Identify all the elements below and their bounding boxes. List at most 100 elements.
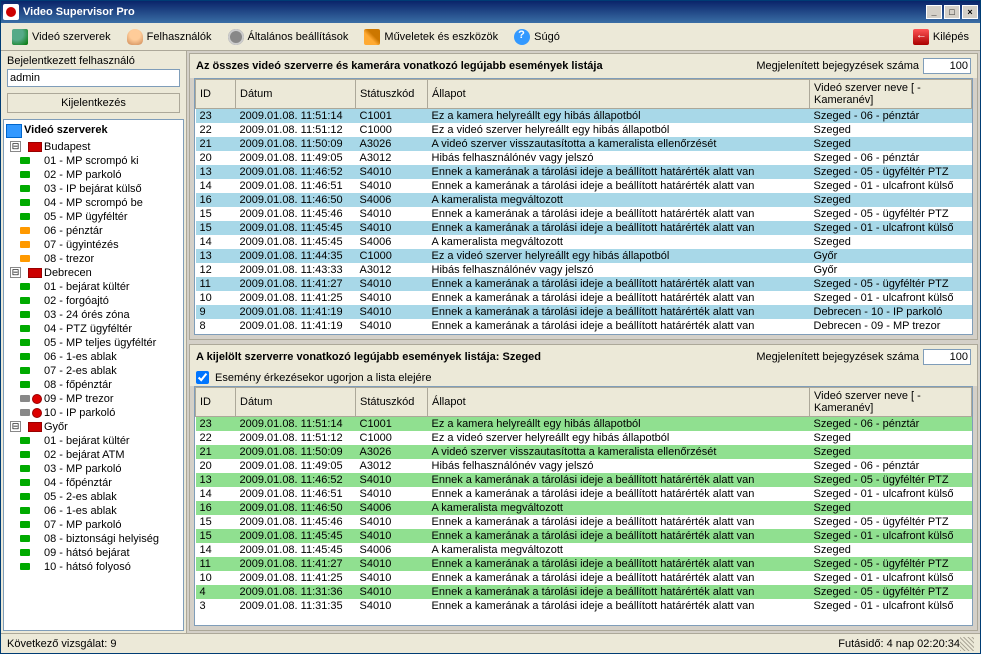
table-row[interactable]: 32009.01.08. 11:31:35S4010Ennek a kamerá… xyxy=(196,599,972,613)
cell: Ennek a kamerának a tárolási ideje a beá… xyxy=(428,319,810,333)
tree-camera[interactable]: 10 - IP parkoló xyxy=(8,406,183,420)
col-id[interactable]: ID xyxy=(196,80,236,109)
table-row[interactable]: 232009.01.08. 11:51:14C1001Ez a kamera h… xyxy=(196,109,972,124)
cell: 2009.01.08. 11:50:09 xyxy=(236,137,356,151)
table-row[interactable]: 112009.01.08. 11:41:27S4010Ennek a kamer… xyxy=(196,557,972,571)
cell: Ennek a kamerának a tárolási ideje a beá… xyxy=(428,165,810,179)
tree-camera[interactable]: 05 - 2-es ablak xyxy=(8,490,183,504)
table-row[interactable]: 142009.01.08. 11:46:51S4010Ennek a kamer… xyxy=(196,487,972,501)
tree-camera[interactable]: 10 - hátsó folyosó xyxy=(8,560,183,574)
tree-camera[interactable]: 09 - MP trezor xyxy=(8,392,183,406)
tree-camera[interactable]: 03 - 24 órés zóna xyxy=(8,308,183,322)
tree-camera[interactable]: 06 - pénztár xyxy=(8,224,183,238)
toolbar-servers[interactable]: Videó szerverek xyxy=(5,26,118,48)
tree-camera[interactable]: 02 - MP parkoló xyxy=(8,168,183,182)
close-button[interactable]: × xyxy=(962,5,978,19)
table-row[interactable]: 152009.01.08. 11:45:46S4010Ennek a kamer… xyxy=(196,207,972,221)
table-row[interactable]: 142009.01.08. 11:46:51S4010Ennek a kamer… xyxy=(196,179,972,193)
col-state[interactable]: Állapot xyxy=(428,80,810,109)
cell: S4010 xyxy=(356,277,428,291)
tree-group[interactable]: Győr xyxy=(8,420,183,434)
tree-camera[interactable]: 04 - MP scrompó be xyxy=(8,196,183,210)
table-row[interactable]: 212009.01.08. 11:50:09A3026A videó szerv… xyxy=(196,445,972,459)
tree-camera[interactable]: 01 - MP scrompó ki xyxy=(8,154,183,168)
tree-camera[interactable]: 03 - IP bejárat külső xyxy=(8,182,183,196)
tree-camera[interactable]: 06 - 1-es ablak xyxy=(8,504,183,518)
exit-icon xyxy=(913,29,929,45)
table-row[interactable]: 112009.01.08. 11:41:27S4010Ennek a kamer… xyxy=(196,277,972,291)
cell: A kameralista megváltozott xyxy=(428,543,810,557)
table-row[interactable]: 202009.01.08. 11:49:05A3012Hibás felhasz… xyxy=(196,459,972,473)
table-row[interactable]: 132009.01.08. 11:44:35C1000Ez a videó sz… xyxy=(196,249,972,263)
top-count-input[interactable] xyxy=(923,58,971,74)
toolbar-tools[interactable]: Műveletek és eszközök xyxy=(357,26,505,48)
bot-count-input[interactable] xyxy=(923,349,971,365)
login-user-input[interactable] xyxy=(7,69,180,87)
toolbar-exit[interactable]: Kilépés xyxy=(906,26,976,48)
col-state[interactable]: Állapot xyxy=(428,388,810,417)
table-row[interactable]: 162009.01.08. 11:46:50S4006A kameralista… xyxy=(196,193,972,207)
tree-camera[interactable]: 04 - PTZ ügyféltér xyxy=(8,322,183,336)
col-date[interactable]: Dátum xyxy=(236,80,356,109)
table-row[interactable]: 152009.01.08. 11:45:45S4010Ennek a kamer… xyxy=(196,221,972,235)
table-row[interactable]: 232009.01.08. 11:51:14C1001Ez a kamera h… xyxy=(196,417,972,432)
tree-camera[interactable]: 07 - 2-es ablak xyxy=(8,364,183,378)
cell: 2009.01.08. 11:31:35 xyxy=(236,599,356,613)
table-row[interactable]: 42009.01.08. 11:31:36S4010Ennek a kamerá… xyxy=(196,585,972,599)
tree-camera[interactable]: 08 - trezor xyxy=(8,252,183,266)
table-row[interactable]: 152009.01.08. 11:45:46S4010Ennek a kamer… xyxy=(196,515,972,529)
cell: Ennek a kamerának a tárolási ideje a beá… xyxy=(428,473,810,487)
table-row[interactable]: 82009.01.08. 11:41:19S4010Ennek a kamerá… xyxy=(196,319,972,333)
tree-camera[interactable]: 05 - MP teljes ügyféltér xyxy=(8,336,183,350)
table-row[interactable]: 132009.01.08. 11:46:52S4010Ennek a kamer… xyxy=(196,165,972,179)
table-row[interactable]: 132009.01.08. 11:46:52S4010Ennek a kamer… xyxy=(196,473,972,487)
col-server[interactable]: Videó szerver neve [ - Kameranév] xyxy=(810,80,972,109)
cell: 2009.01.08. 11:50:09 xyxy=(236,445,356,459)
table-row[interactable]: 102009.01.08. 11:41:25S4010Ennek a kamer… xyxy=(196,291,972,305)
table-row[interactable]: 202009.01.08. 11:49:05A3012Hibás felhasz… xyxy=(196,151,972,165)
tree-camera[interactable]: 09 - hátsó bejárat xyxy=(8,546,183,560)
cell: S4010 xyxy=(356,319,428,333)
table-row[interactable]: 142009.01.08. 11:45:45S4006A kameralista… xyxy=(196,543,972,557)
col-code[interactable]: Státuszkód xyxy=(356,388,428,417)
toolbar-users[interactable]: Felhasználók xyxy=(120,26,219,48)
table-row[interactable]: 142009.01.08. 11:45:45S4006A kameralista… xyxy=(196,235,972,249)
tree-camera[interactable]: 04 - főpénztár xyxy=(8,476,183,490)
tree-camera[interactable]: 02 - forgóajtó xyxy=(8,294,183,308)
table-row[interactable]: 102009.01.08. 11:41:25S4010Ennek a kamer… xyxy=(196,571,972,585)
resize-grip-icon[interactable] xyxy=(960,637,974,651)
tree-root[interactable]: Videó szerverek xyxy=(4,120,183,140)
tree-camera[interactable]: 06 - 1-es ablak xyxy=(8,350,183,364)
tree-camera[interactable]: 01 - bejárat kültér xyxy=(8,280,183,294)
col-id[interactable]: ID xyxy=(196,388,236,417)
col-code[interactable]: Státuszkód xyxy=(356,80,428,109)
table-row[interactable]: 212009.01.08. 11:50:09A3026A videó szerv… xyxy=(196,137,972,151)
col-date[interactable]: Dátum xyxy=(236,388,356,417)
titlebar[interactable]: Video Supervisor Pro _ □ × xyxy=(1,1,980,23)
tree-camera[interactable]: 08 - biztonsági helyiség xyxy=(8,532,183,546)
tree-camera[interactable]: 07 - ügyintézés xyxy=(8,238,183,252)
table-row[interactable]: 222009.01.08. 11:51:12C1000Ez a videó sz… xyxy=(196,123,972,137)
auto-scroll-checkbox[interactable] xyxy=(196,371,209,384)
maximize-button[interactable]: □ xyxy=(944,5,960,19)
table-row[interactable]: 92009.01.08. 11:41:19S4010Ennek a kamerá… xyxy=(196,305,972,319)
tree-camera[interactable]: 03 - MP parkoló xyxy=(8,462,183,476)
toolbar-help[interactable]: Súgó xyxy=(507,26,567,48)
tree-camera[interactable]: 07 - MP parkoló xyxy=(8,518,183,532)
tree-camera[interactable]: 08 - főpénztár xyxy=(8,378,183,392)
tree-camera[interactable]: 02 - bejárat ATM xyxy=(8,448,183,462)
tree-camera[interactable]: 01 - bejárat kültér xyxy=(8,434,183,448)
server-tree[interactable]: Videó szerverek Budapest01 - MP scrompó … xyxy=(3,119,184,631)
table-row[interactable]: 122009.01.08. 11:43:33A3012Hibás felhasz… xyxy=(196,263,972,277)
table-row[interactable]: 152009.01.08. 11:45:45S4010Ennek a kamer… xyxy=(196,529,972,543)
table-row[interactable]: 162009.01.08. 11:46:50S4006A kameralista… xyxy=(196,501,972,515)
tree-group[interactable]: Budapest xyxy=(8,140,183,154)
tree-camera[interactable]: 05 - MP ügyféltér xyxy=(8,210,183,224)
tree-group[interactable]: Debrecen xyxy=(8,266,183,280)
logout-button[interactable]: Kijelentkezés xyxy=(7,93,180,113)
table-row[interactable]: 222009.01.08. 11:51:12C1000Ez a videó sz… xyxy=(196,431,972,445)
minimize-button[interactable]: _ xyxy=(926,5,942,19)
toolbar-settings[interactable]: Általános beállítások xyxy=(221,26,356,48)
col-server[interactable]: Videó szerver neve [ - Kameranév] xyxy=(810,388,972,417)
cell: 2009.01.08. 11:49:05 xyxy=(236,459,356,473)
